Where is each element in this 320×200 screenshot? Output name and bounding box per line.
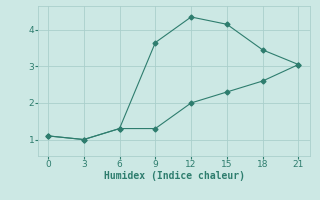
X-axis label: Humidex (Indice chaleur): Humidex (Indice chaleur): [104, 171, 245, 181]
